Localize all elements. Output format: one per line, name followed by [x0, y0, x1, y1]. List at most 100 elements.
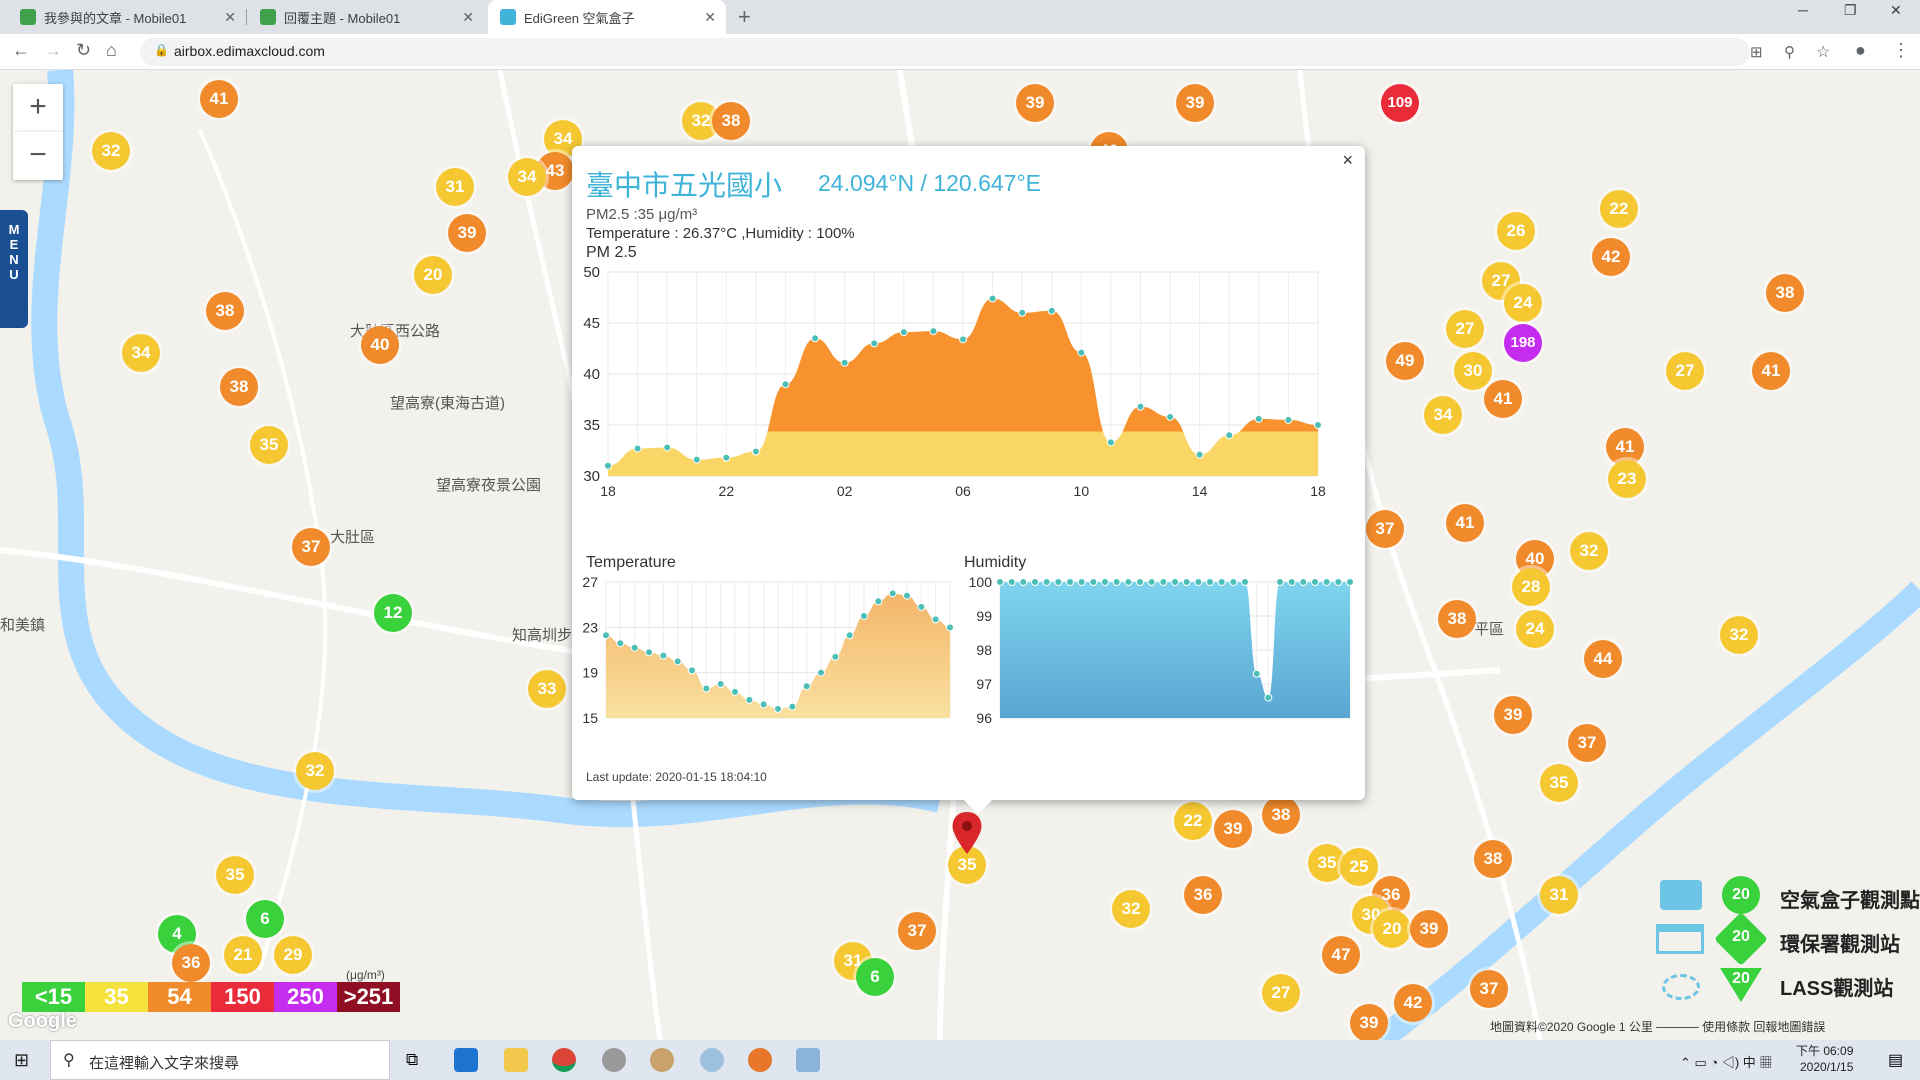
airbox-marker[interactable]: 32 [1570, 532, 1608, 570]
airbox-marker[interactable]: 35 [1540, 764, 1578, 802]
airbox-marker[interactable]: 47 [1322, 936, 1360, 974]
taskbar-clock[interactable]: 下午 06:09 2020/1/15 [1796, 1043, 1853, 1075]
minimize-icon[interactable]: ─ [1798, 2, 1808, 18]
forward-icon[interactable]: → [44, 40, 62, 60]
zoom-out-button[interactable]: − [13, 132, 63, 180]
airbox-marker[interactable]: 39 [1494, 696, 1532, 734]
close-tab-icon[interactable]: ✕ [462, 8, 474, 25]
airbox-marker[interactable]: 41 [1752, 352, 1790, 390]
airbox-marker[interactable]: 32 [296, 752, 334, 790]
airbox-marker[interactable]: 21 [224, 936, 262, 974]
airbox-marker[interactable]: 38 [1766, 274, 1804, 312]
airbox-marker[interactable]: 24 [1504, 284, 1542, 322]
account-icon[interactable]: ● [1855, 40, 1866, 60]
close-popup-button[interactable]: × [1342, 150, 1353, 170]
close-tab-icon[interactable]: ✕ [224, 8, 236, 25]
restore-icon[interactable]: ❐ [1844, 2, 1857, 18]
airbox-marker[interactable]: 31 [1540, 876, 1578, 914]
notification-icon[interactable]: ▤ [1888, 1052, 1904, 1069]
airbox-marker[interactable]: 44 [1584, 640, 1622, 678]
airbox-marker[interactable]: 36 [172, 944, 210, 982]
airbox-marker[interactable]: 32 [1720, 616, 1758, 654]
app-icon[interactable] [748, 1048, 772, 1072]
task-view-icon[interactable]: ⧉ [406, 1050, 419, 1069]
app-icon[interactable] [650, 1048, 674, 1072]
chrome-icon[interactable] [552, 1048, 576, 1072]
airbox-marker[interactable]: 35 [250, 426, 288, 464]
airbox-marker[interactable]: 32 [92, 132, 130, 170]
tab-edigreen[interactable]: EdiGreen 空氣盒子 ✕ [488, 0, 726, 34]
map-pin-icon[interactable] [950, 810, 984, 856]
airbox-marker[interactable]: 6 [856, 958, 894, 996]
bookmark-star-icon[interactable]: ☆ [1816, 44, 1831, 61]
airbox-marker[interactable]: 49 [1386, 342, 1424, 380]
airbox-marker[interactable]: 35 [216, 856, 254, 894]
airbox-marker[interactable]: 41 [200, 80, 238, 118]
edge-icon[interactable] [454, 1048, 478, 1072]
airbox-marker[interactable]: 26 [1497, 212, 1535, 250]
airbox-marker[interactable]: 39 [1176, 84, 1214, 122]
airbox-marker[interactable]: 41 [1484, 380, 1522, 418]
window-close-icon[interactable]: ✕ [1890, 2, 1902, 18]
home-icon[interactable]: ⌂ [106, 40, 117, 60]
app-icon[interactable] [796, 1048, 820, 1072]
airbox-marker[interactable]: 109 [1381, 84, 1419, 122]
airbox-marker[interactable]: 37 [898, 912, 936, 950]
airbox-marker[interactable]: 27 [1666, 352, 1704, 390]
airbox-marker[interactable]: 39 [448, 214, 486, 252]
address-bar[interactable]: 🔒 airbox.edimaxcloud.com [140, 38, 1750, 66]
airbox-marker[interactable]: 37 [292, 528, 330, 566]
airbox-marker[interactable]: 35 [1308, 844, 1346, 882]
airbox-marker[interactable]: 31 [436, 168, 474, 206]
windows-start-icon[interactable]: ⊞ [14, 1050, 30, 1070]
airbox-marker[interactable]: 30 [1454, 352, 1492, 390]
airbox-marker[interactable]: 36 [1184, 876, 1222, 914]
app-icon[interactable] [602, 1048, 626, 1072]
map-attribution[interactable]: 地圖資料©2020 Google 1 公里 ───── 使用條款 回報地圖錯誤 [1490, 1020, 1826, 1034]
close-tab-icon[interactable]: ✕ [704, 8, 716, 25]
airbox-marker[interactable]: 198 [1504, 324, 1542, 362]
airbox-marker[interactable]: 27 [1446, 310, 1484, 348]
airbox-marker[interactable]: 38 [220, 368, 258, 406]
new-tab-icon[interactable]: + [738, 4, 751, 29]
tab-mobile01-reply[interactable]: 回覆主題 - Mobile01 ✕ [248, 0, 484, 34]
airbox-marker[interactable]: 12 [374, 594, 412, 632]
airbox-marker[interactable]: 27 [1262, 974, 1300, 1012]
airbox-marker[interactable]: 38 [1438, 600, 1476, 638]
more-menu-icon[interactable]: ⋮ [1892, 40, 1910, 60]
airbox-marker[interactable]: 42 [1394, 984, 1432, 1022]
airbox-marker[interactable]: 22 [1600, 190, 1638, 228]
airbox-marker[interactable]: 34 [508, 158, 546, 196]
airbox-marker[interactable]: 38 [712, 102, 750, 140]
airbox-marker[interactable]: 38 [1262, 796, 1300, 834]
tab-mobile01-articles[interactable]: 我參與的文章 - Mobile01 ✕ [8, 0, 246, 34]
back-icon[interactable]: ← [12, 40, 30, 60]
airbox-marker[interactable]: 34 [122, 334, 160, 372]
airbox-marker[interactable]: 28 [1512, 568, 1550, 606]
zoom-in-button[interactable]: + [13, 84, 63, 132]
airbox-marker[interactable]: 34 [1424, 396, 1462, 434]
airbox-marker[interactable]: 24 [1516, 610, 1554, 648]
airbox-marker[interactable]: 41 [1606, 428, 1644, 466]
airbox-marker[interactable]: 39 [1410, 910, 1448, 948]
airbox-marker[interactable]: 23 [1608, 460, 1646, 498]
airbox-marker[interactable]: 37 [1568, 724, 1606, 762]
airbox-marker[interactable]: 38 [1474, 840, 1512, 878]
airbox-marker[interactable]: 32 [682, 102, 720, 140]
airbox-marker[interactable]: 40 [361, 326, 399, 364]
airbox-marker[interactable]: 25 [1340, 848, 1378, 886]
airbox-marker[interactable]: 41 [1446, 504, 1484, 542]
file-explorer-icon[interactable] [504, 1048, 528, 1072]
airbox-marker[interactable]: 37 [1366, 510, 1404, 548]
airbox-marker[interactable]: 32 [1112, 890, 1150, 928]
airbox-marker[interactable]: 39 [1350, 1004, 1388, 1040]
translate-icon[interactable]: ⊞ [1750, 44, 1763, 61]
airbox-marker[interactable]: 42 [1592, 238, 1630, 276]
airbox-marker[interactable]: 29 [274, 936, 312, 974]
airbox-marker[interactable]: 6 [246, 900, 284, 938]
airbox-marker[interactable]: 22 [1174, 802, 1212, 840]
zoom-icon[interactable]: ⚲ [1784, 44, 1795, 61]
airbox-marker[interactable]: 38 [206, 292, 244, 330]
map-canvas[interactable]: 大肚區 知高圳步 和美鎮 望高寮(東海古道) 望高寮夜景公園 大肚區西公路 平區… [0, 70, 1920, 1040]
airbox-marker[interactable]: 33 [528, 670, 566, 708]
